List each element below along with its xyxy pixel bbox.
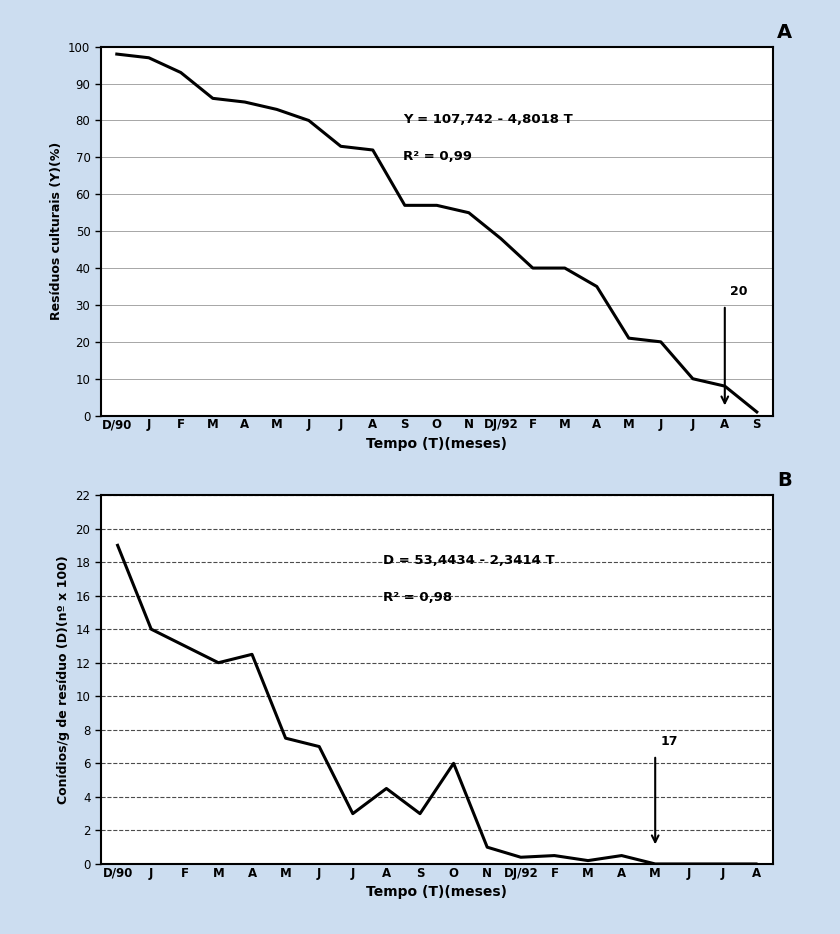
Text: 20: 20 — [730, 285, 747, 298]
Text: Y = 107,742 - 4,8018 T: Y = 107,742 - 4,8018 T — [403, 113, 573, 126]
Y-axis label: Conídios/g de resíduo (D)(nº x 100): Conídios/g de resíduo (D)(nº x 100) — [57, 555, 70, 804]
X-axis label: Tempo (T)(meses): Tempo (T)(meses) — [366, 437, 507, 451]
Text: A: A — [777, 23, 792, 42]
Text: D = 53,4434 - 2,3414 T: D = 53,4434 - 2,3414 T — [383, 554, 554, 567]
Text: 17: 17 — [660, 735, 678, 748]
X-axis label: Tempo (T)(meses): Tempo (T)(meses) — [366, 885, 507, 899]
Text: R² = 0,98: R² = 0,98 — [383, 591, 452, 604]
Y-axis label: Resíduos culturais (Y)(%): Resíduos culturais (Y)(%) — [50, 142, 62, 320]
Text: B: B — [777, 472, 792, 490]
Text: R² = 0,99: R² = 0,99 — [403, 150, 472, 163]
